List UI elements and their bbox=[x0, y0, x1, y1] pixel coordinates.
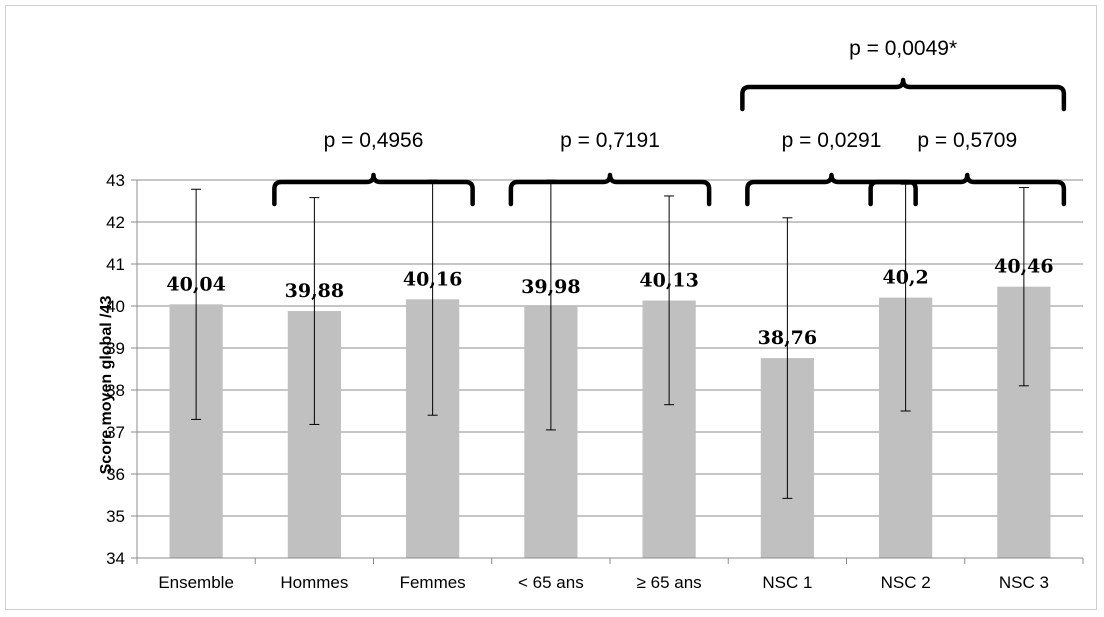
x-tick-label: < 65 ans bbox=[518, 573, 584, 592]
significance-brace bbox=[740, 77, 1067, 112]
chart-frame bbox=[5, 5, 1097, 610]
p-value-label: p = 0,0049* bbox=[849, 37, 957, 60]
y-tick-label: 35 bbox=[106, 507, 125, 526]
x-tick-label: NSC 1 bbox=[762, 573, 812, 592]
data-label: 40,13 bbox=[639, 270, 699, 292]
y-tick-label: 39 bbox=[106, 339, 125, 358]
x-tick-label: Hommes bbox=[280, 573, 348, 592]
significance-annotations: p = 0,4956 p = 0,7191 p = 0,0291 p = 0,5709… bbox=[272, 37, 1067, 207]
bars bbox=[169, 286, 1051, 558]
p-value-label: p = 0,7191 bbox=[560, 129, 660, 152]
y-tick-label: 41 bbox=[106, 255, 125, 274]
significance-brace bbox=[745, 172, 918, 207]
error-bars bbox=[191, 179, 1029, 499]
x-tick-label: Femmes bbox=[400, 573, 466, 592]
significance-brace bbox=[508, 172, 712, 207]
x-tick-label: NSC 2 bbox=[881, 573, 931, 592]
x-tick-label: ≥ 65 ans bbox=[637, 573, 702, 592]
y-tick-label: 40 bbox=[106, 297, 125, 316]
axes: 34 35 36 37 38 39 40 41 42 43 Ensemble Hommes Femmes… bbox=[106, 171, 1084, 592]
y-tick-label: 38 bbox=[106, 381, 125, 400]
y-tick-label: 34 bbox=[106, 549, 125, 568]
value-labels: 40,04 39,88 40,16 39,98 40,13 38,76 40,2 40,46 bbox=[166, 256, 1053, 349]
x-tick-label: NSC 3 bbox=[999, 573, 1049, 592]
data-label: 40,46 bbox=[994, 256, 1054, 278]
p-value-label: p = 0,0291 bbox=[782, 129, 882, 152]
data-label: 40,04 bbox=[166, 273, 226, 295]
p-value-label: p = 0,4956 bbox=[324, 129, 424, 152]
data-label: 40,16 bbox=[403, 268, 463, 290]
gridlines bbox=[137, 179, 1083, 559]
y-tick-label: 42 bbox=[106, 213, 125, 232]
y-tick-label: 36 bbox=[106, 465, 125, 484]
significance-brace bbox=[868, 172, 1067, 207]
x-tick-label: Ensemble bbox=[158, 573, 234, 592]
data-label: 39,88 bbox=[285, 280, 345, 302]
significance-brace bbox=[272, 172, 475, 207]
data-label: 40,2 bbox=[882, 267, 928, 289]
y-tick-label: 43 bbox=[106, 171, 125, 190]
data-label: 38,76 bbox=[758, 327, 818, 349]
data-label: 39,98 bbox=[521, 276, 581, 298]
p-value-label: p = 0,5709 bbox=[917, 129, 1017, 152]
y-axis-label: Score moyen global /43 bbox=[98, 296, 115, 475]
y-tick-label: 37 bbox=[106, 423, 125, 442]
